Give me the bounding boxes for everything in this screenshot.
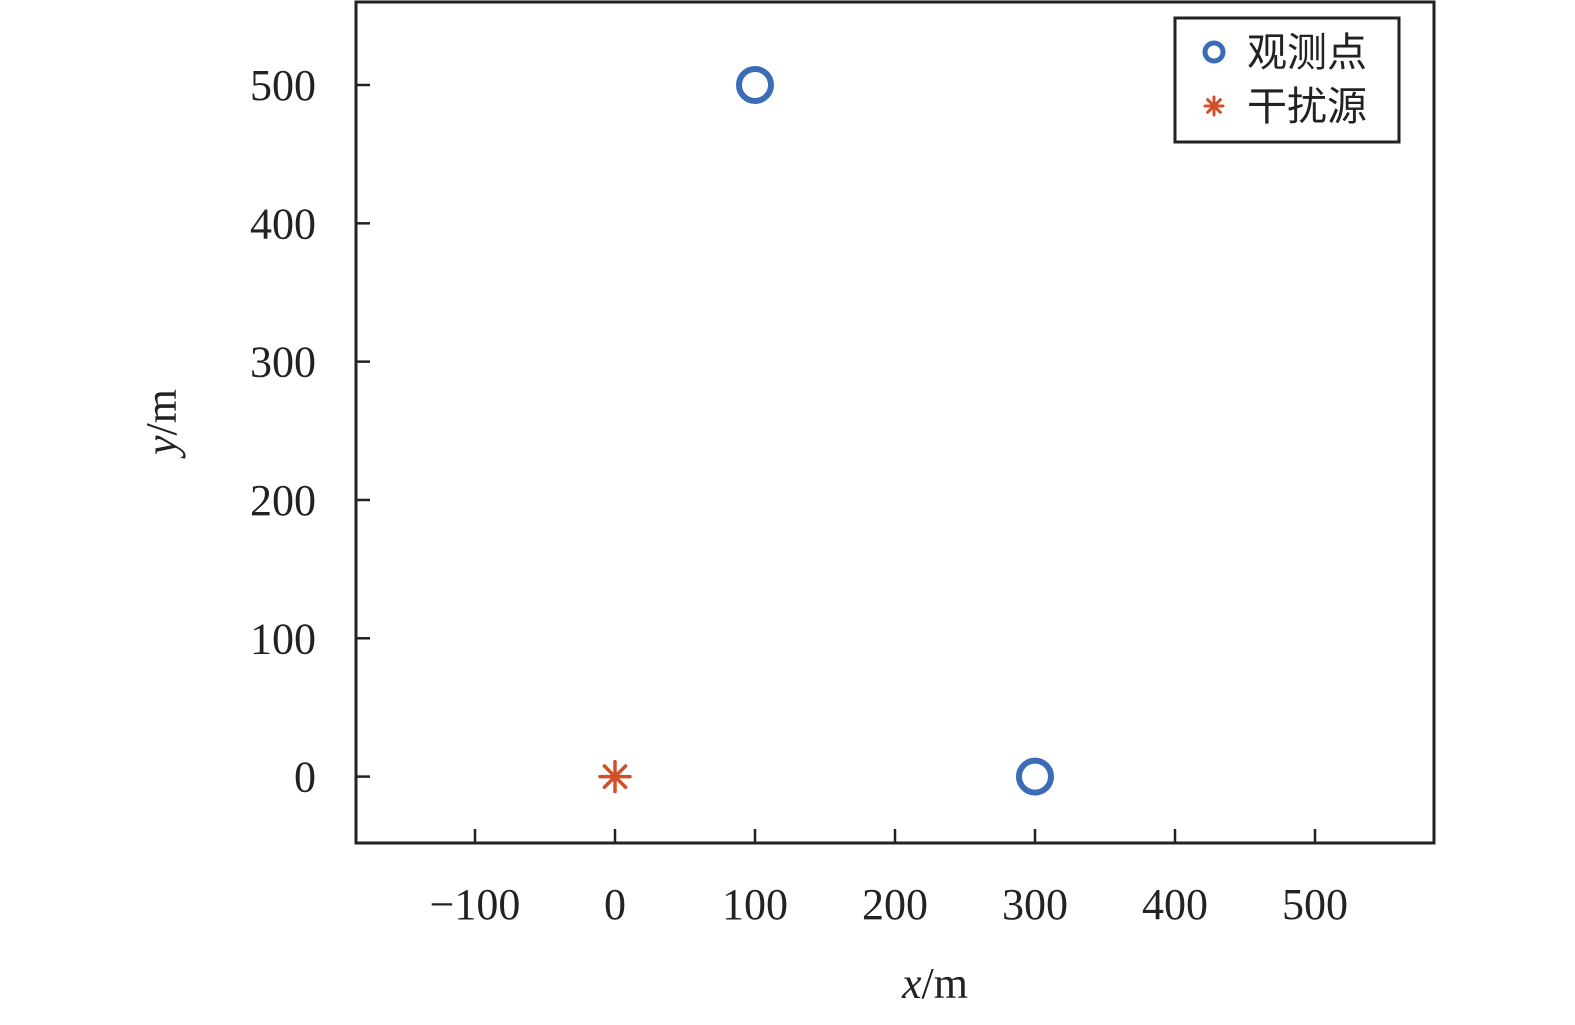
interference-source-marker xyxy=(598,759,632,794)
y-tick-label: 500 xyxy=(250,61,316,110)
axis-ticks: −100 0 100 200 300 400 500 0 100 200 300 400 500 xyxy=(250,61,1348,929)
x-tick-label: −100 xyxy=(430,880,521,929)
legend-box xyxy=(1173,16,1401,144)
y-tick-label: 100 xyxy=(250,614,316,663)
y-tick-label: 400 xyxy=(250,199,316,248)
y-tick-label: 0 xyxy=(294,753,316,802)
x-axis-label: x/m xyxy=(901,959,968,1008)
x-tick-label: 200 xyxy=(862,880,928,929)
x-tick-label: 400 xyxy=(1142,880,1208,929)
legend-label: 干扰源 xyxy=(1247,84,1367,130)
x-tick-label: 300 xyxy=(1002,880,1068,929)
legend-circle-icon xyxy=(1202,40,1226,64)
x-axis-variable: x xyxy=(901,959,922,1008)
x-axis-unit: /m xyxy=(922,959,968,1008)
data-marks xyxy=(598,65,1054,796)
x-tick-label: 500 xyxy=(1282,880,1348,929)
y-axis-variable: y xyxy=(137,435,186,459)
y-axis-unit: /m xyxy=(137,389,186,435)
x-tick-label: 0 xyxy=(604,880,626,929)
y-tick-label: 300 xyxy=(250,338,316,387)
x-tick-label: 100 xyxy=(722,880,788,929)
observation-point-marker xyxy=(736,65,774,104)
y-tick-label: 200 xyxy=(250,476,316,525)
y-axis-label: y/m xyxy=(137,389,186,459)
legend-asterisk-icon xyxy=(1203,95,1225,117)
plot-frame xyxy=(354,0,1436,845)
legend-label: 观测点 xyxy=(1247,30,1367,76)
observation-point-marker xyxy=(1016,757,1054,796)
